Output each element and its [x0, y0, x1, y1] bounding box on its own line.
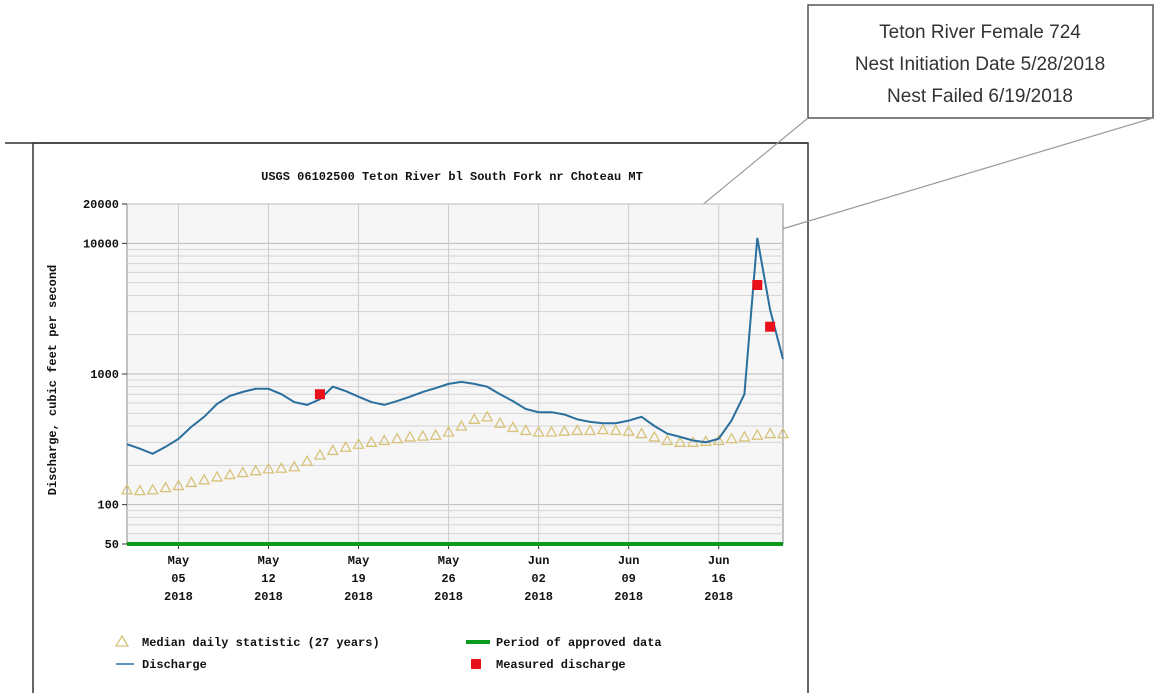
median-marker: [764, 427, 777, 439]
measured-marker: [752, 279, 763, 290]
median-marker: [493, 416, 507, 428]
median-marker: [339, 440, 352, 452]
median-marker: [313, 448, 327, 460]
y-tick-label: 10000: [83, 237, 119, 251]
median-marker: [609, 424, 622, 436]
annotation-box: [807, 4, 1154, 119]
x-tick-label: May 26 2018: [434, 554, 463, 604]
annotation-pointer: [771, 117, 1154, 233]
median-marker: [442, 425, 455, 437]
median-marker: [352, 437, 365, 449]
median-marker: [378, 434, 391, 446]
median-marker: [210, 470, 224, 482]
median-marker: [751, 428, 764, 440]
median-marker: [725, 432, 738, 444]
median-marker: [648, 430, 661, 442]
median-marker: [326, 444, 339, 456]
y-tick-label: 100: [97, 499, 119, 513]
legend-label: Measured discharge: [496, 658, 626, 672]
median-marker: [596, 423, 610, 435]
median-marker: [481, 410, 494, 422]
chart-title: USGS 06102500 Teton River bl South Fork …: [261, 170, 643, 184]
median-marker: [583, 424, 597, 436]
median-marker: [262, 462, 275, 474]
discharge-line: [126, 237, 784, 455]
median-marker: [519, 424, 532, 436]
median-marker: [532, 425, 545, 437]
annotation-line: Nest Initiation Date 5/28/2018: [855, 54, 1105, 75]
x-tick-label: Jun 16 2018: [704, 554, 733, 604]
median-marker: [300, 454, 314, 466]
annotation-line: Teton River Female 724: [879, 22, 1081, 43]
median-marker: [571, 424, 584, 436]
median-marker: [391, 432, 404, 444]
y-tick-label: 1000: [90, 368, 119, 382]
median-marker: [249, 464, 262, 476]
y-tick-label: 20000: [83, 198, 119, 212]
legend-label: Median daily statistic (27 years): [142, 636, 380, 650]
median-marker: [133, 484, 146, 496]
legend-swatch: [114, 634, 130, 647]
median-marker: [365, 435, 378, 447]
x-tick-label: May 19 2018: [344, 554, 373, 604]
median-marker: [288, 460, 301, 472]
median-marker: [545, 425, 558, 437]
legend-label: Period of approved data: [496, 636, 662, 650]
y-tick-label: 50: [105, 538, 119, 552]
median-marker: [673, 435, 687, 447]
median-marker: [159, 481, 172, 493]
median-marker: [455, 419, 468, 431]
median-marker: [558, 424, 571, 436]
median-marker: [275, 461, 288, 473]
median-marker: [468, 412, 481, 424]
median-marker: [416, 429, 429, 441]
median-marker: [738, 430, 751, 442]
chart-frame: [32, 142, 809, 693]
median-marker: [429, 428, 442, 440]
median-marker: [146, 483, 159, 495]
y-axis-label: Discharge, cubic feet per second: [46, 265, 60, 495]
median-marker: [776, 427, 790, 439]
x-tick-label: Jun 09 2018: [614, 554, 643, 604]
x-tick-label: May 12 2018: [254, 554, 283, 604]
median-marker: [236, 466, 249, 478]
median-marker: [661, 434, 674, 446]
legend-swatch: [471, 659, 481, 669]
measured-marker: [314, 389, 325, 400]
median-marker: [172, 479, 185, 491]
legend-label: Discharge: [142, 658, 207, 672]
median-marker: [635, 427, 648, 439]
median-marker: [506, 421, 519, 433]
median-marker: [223, 468, 237, 480]
measured-marker: [765, 321, 776, 332]
x-tick-label: Jun 02 2018: [524, 554, 553, 604]
annotation-line: Nest Failed 6/19/2018: [887, 86, 1073, 107]
median-marker: [198, 473, 211, 485]
median-marker: [403, 430, 417, 442]
x-tick-label: May 05 2018: [164, 554, 193, 604]
median-marker: [622, 424, 635, 436]
median-marker: [120, 483, 134, 495]
median-marker: [185, 476, 198, 488]
